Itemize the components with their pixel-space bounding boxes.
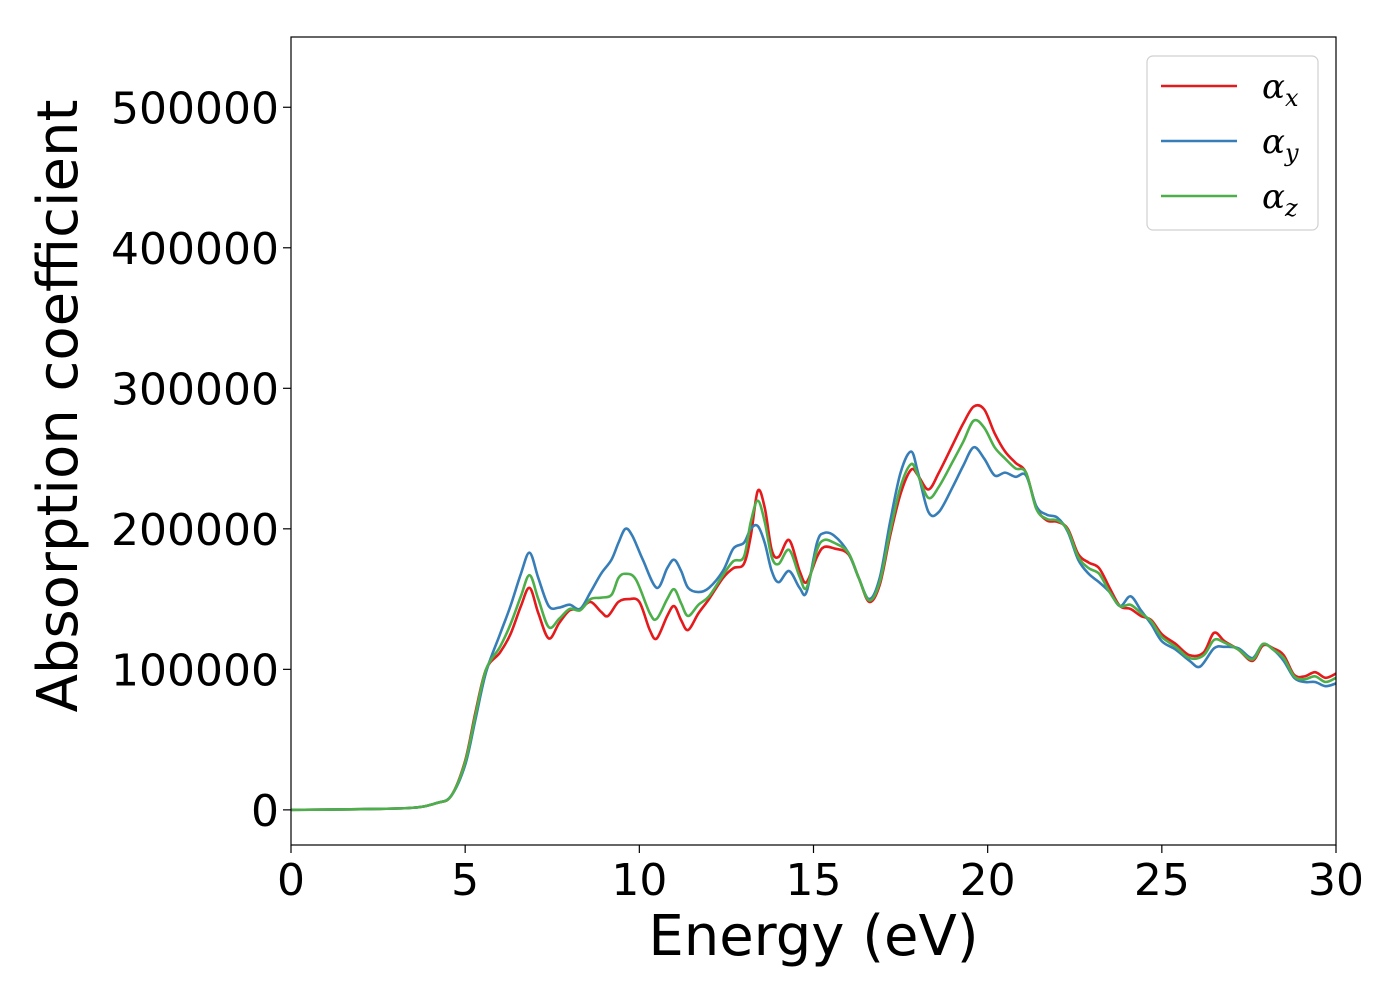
series-lines bbox=[291, 403, 1336, 812]
x-tick-label: 25 bbox=[1134, 855, 1190, 906]
x-tick-label: 15 bbox=[786, 855, 842, 906]
x-axis-label: Energy (eV) bbox=[648, 904, 978, 969]
y-tick-label: 300000 bbox=[111, 364, 279, 415]
y-tick-label: 400000 bbox=[111, 224, 279, 275]
legend-label-x: αx bbox=[1262, 67, 1299, 112]
y-tick-label: 0 bbox=[251, 786, 279, 837]
y-axis-label: Absorption coefficient bbox=[26, 100, 91, 713]
x-tick-label: 30 bbox=[1308, 855, 1364, 906]
y-tick-label: 100000 bbox=[111, 645, 279, 696]
x-tick-label: 20 bbox=[960, 855, 1016, 906]
legend-label-z: αz bbox=[1262, 177, 1298, 222]
x-tick-label: 10 bbox=[611, 855, 667, 906]
legend-box bbox=[1146, 55, 1319, 231]
legend-label-y: αy bbox=[1262, 122, 1299, 167]
series-line-y bbox=[291, 445, 1336, 812]
legend: αx αy αz bbox=[1146, 55, 1319, 231]
x-tick-label: 5 bbox=[451, 855, 479, 906]
series-line-z bbox=[291, 418, 1336, 812]
axis-ticks: 0 5 10 15 20 25 30 0 100000 200000 300000 400000 500… bbox=[111, 83, 1364, 906]
series-line-x bbox=[291, 403, 1336, 812]
y-tick-label: 200000 bbox=[111, 505, 279, 556]
y-tick-label: 500000 bbox=[111, 83, 279, 134]
x-tick-label: 0 bbox=[277, 855, 305, 906]
